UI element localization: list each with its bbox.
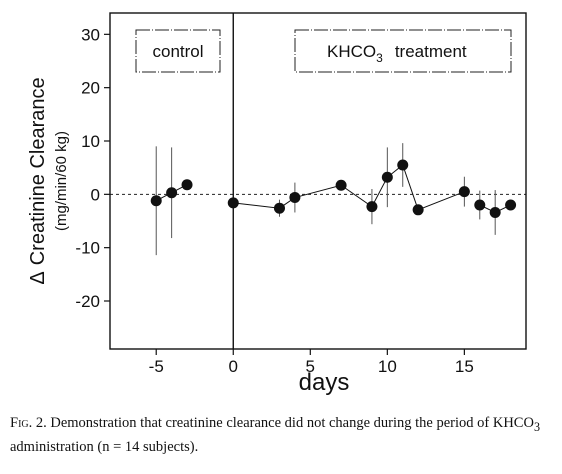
data-point (412, 204, 424, 216)
data-point (505, 199, 517, 211)
data-point (474, 199, 486, 211)
x-tick-label: 10 (378, 357, 397, 376)
data-point (289, 192, 301, 204)
data-point (489, 206, 501, 218)
x-tick-label: -5 (149, 357, 164, 376)
data-point (397, 159, 409, 171)
treatment-label-sub: 3 (376, 51, 383, 65)
data-point (166, 187, 178, 199)
y-tick-label: 10 (81, 132, 100, 151)
x-tick-label: 0 (229, 357, 238, 376)
control-box (135, 29, 221, 73)
data-point (181, 179, 193, 191)
treatment-label-word: treatment (395, 42, 467, 61)
y-tick-label: 0 (91, 185, 100, 204)
y-axis-label: Δ Creatinine Clearance (27, 77, 49, 284)
y-tick-label: -20 (75, 292, 100, 311)
data-point (381, 171, 393, 183)
y-axis-label-text: Creatinine Clearance (27, 77, 49, 265)
caption-fig-number: . 2. (28, 415, 47, 431)
data-point (366, 201, 378, 213)
treatment-label: KHCO3 treatment (327, 42, 467, 65)
figure-caption: Fig. 2. Demonstration that creatinine cl… (10, 413, 555, 457)
y-tick-label: 30 (81, 25, 100, 44)
caption-text-a: Demonstration that creatinine clearance … (46, 415, 534, 431)
control-label: control (152, 42, 203, 61)
y-axis-units: (mg/min/60 kg) (53, 131, 70, 231)
data-point (150, 195, 162, 207)
treatment-box (294, 29, 512, 73)
data-point (273, 202, 285, 214)
plot-frame (109, 12, 527, 350)
treatment-label-main: KHCO (327, 42, 376, 61)
series-line-2 (233, 164, 465, 211)
x-tick-label: 15 (455, 357, 474, 376)
caption-subscript: 3 (533, 419, 540, 434)
data-point (227, 197, 239, 209)
data-point (335, 179, 347, 191)
x-axis-label: days (299, 369, 350, 396)
x-tick-label: 5 (306, 357, 315, 376)
y-tick-label: 20 (81, 79, 100, 98)
y-axis-label-delta: Δ (27, 271, 49, 284)
y-tick-label: -10 (75, 239, 100, 258)
caption-text-b: administration (n = 14 subjects). (10, 438, 199, 455)
data-point (458, 186, 470, 198)
caption-fig-label: Fig (10, 415, 29, 431)
